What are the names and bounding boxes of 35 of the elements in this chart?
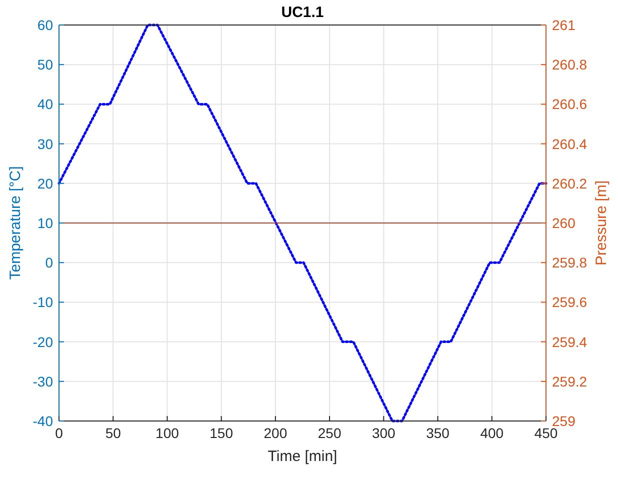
x-tick-label: 400: [480, 425, 504, 441]
y-tick-label: 60: [37, 17, 54, 33]
y-tick-label: -40: [32, 413, 54, 429]
x-tick-label: 50: [105, 425, 122, 441]
y-tick-label: -20: [32, 334, 54, 350]
x-axis-title: Time [min]: [268, 448, 338, 465]
y-tick-label: -30: [32, 373, 54, 390]
y-tick-label: 20: [37, 175, 54, 192]
x-tick-label: 150: [210, 425, 234, 441]
y-tick-label: 30: [37, 136, 54, 152]
x-tick-label: 350: [426, 425, 450, 441]
y-tick-label: 10: [37, 215, 54, 231]
y-axis-title: Temperature [°C]: [7, 166, 24, 280]
y2-axis-title: Pressure [m]: [593, 180, 610, 266]
x-tick-label: 100: [156, 425, 180, 441]
y-tick-label: 40: [37, 96, 54, 112]
y-tick-label: -10: [32, 294, 54, 310]
y2-tick-label: 259.4: [552, 334, 588, 350]
x-tick-label: 0: [55, 425, 64, 441]
x-tick-label: 300: [372, 425, 396, 441]
y2-tick-label: 260: [552, 215, 576, 231]
y-tick-label: 0: [45, 254, 54, 271]
y2-tick-label: 261: [552, 17, 576, 33]
line-series: [58, 24, 548, 422]
y2-tick-label: 260.2: [552, 175, 588, 192]
y2-tick-label: 259.8: [552, 254, 588, 271]
y-tick-label: 50: [37, 56, 54, 73]
chart-title: UC1.1: [281, 4, 324, 21]
y2-tick-label: 259.2: [552, 373, 588, 390]
y2-tick-label: 260.4: [552, 136, 588, 152]
y2-tick-label: 260.8: [552, 56, 588, 73]
x-tick-label: 200: [264, 425, 288, 441]
x-tick-label: 250: [318, 425, 342, 441]
y2-tick-label: 259.6: [552, 294, 588, 310]
y2-tick-label: 260.6: [552, 96, 588, 112]
